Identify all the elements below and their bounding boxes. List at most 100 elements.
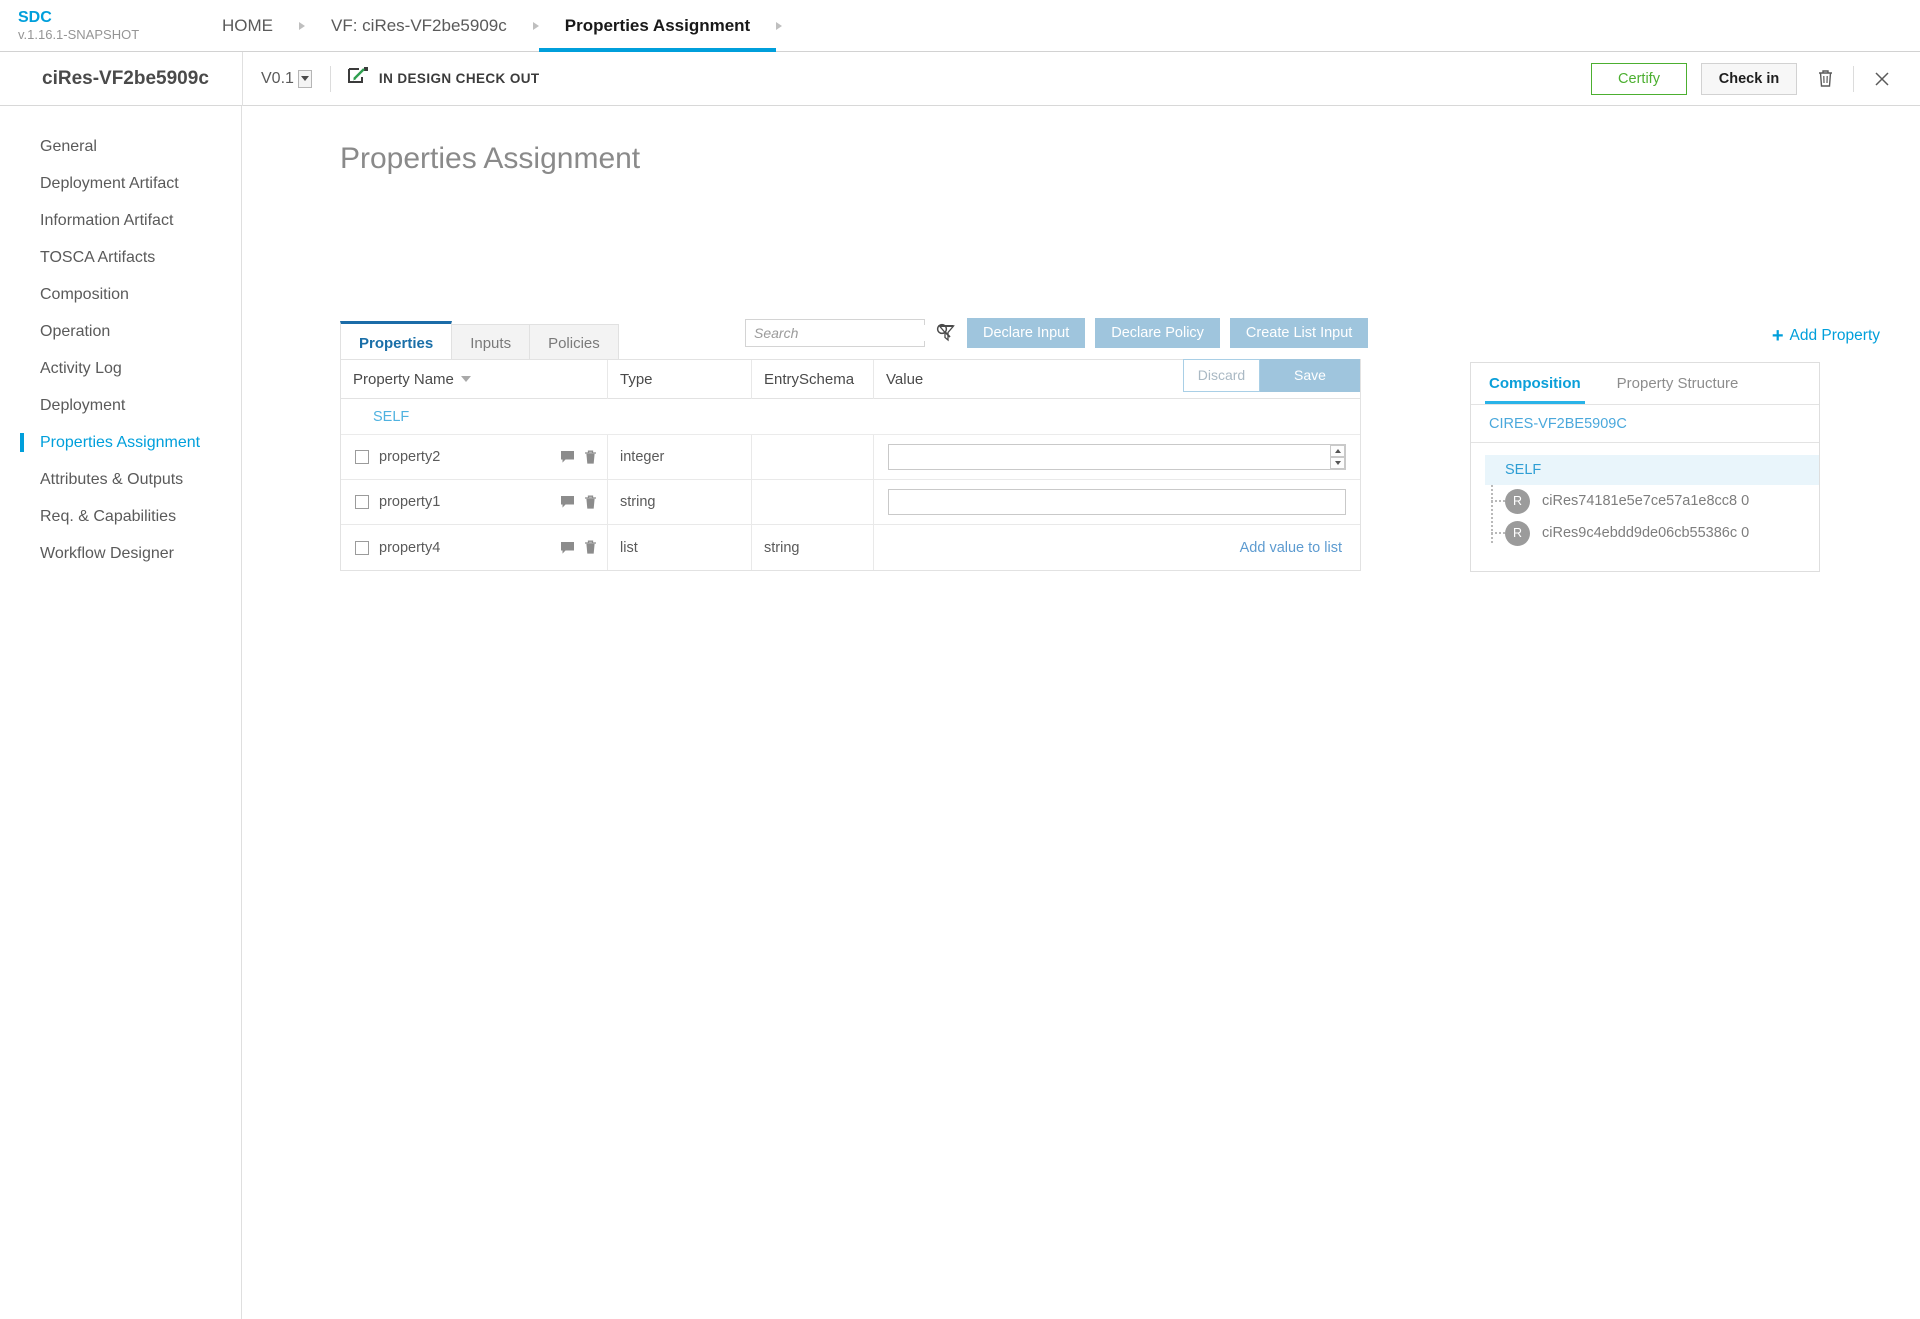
- divider: [242, 51, 243, 106]
- plus-icon: +: [1771, 325, 1784, 347]
- tree-branch-icon: [1491, 532, 1505, 534]
- divider: [329, 65, 331, 92]
- property-name-label: property4: [379, 539, 441, 556]
- property-value-number-input[interactable]: [888, 444, 1346, 470]
- property-entryschema-cell: [752, 480, 874, 524]
- sidebar-item-req-capabilities[interactable]: Req. & Capabilities: [40, 507, 177, 525]
- row-checkbox[interactable]: [355, 540, 369, 555]
- composition-path-link[interactable]: CIRES-VF2BE5909C: [1471, 405, 1819, 443]
- table-row[interactable]: property2 integer: [341, 435, 1360, 480]
- chevron-right-icon: [532, 21, 539, 30]
- sidebar-item-workflow-designer[interactable]: Workflow Designer: [40, 544, 174, 562]
- delete-row-icon[interactable]: [584, 540, 597, 555]
- spinner-down-icon[interactable]: [1330, 457, 1345, 469]
- sidebar-item-deployment-artifact[interactable]: Deployment Artifact: [40, 174, 179, 192]
- lifecycle-state-label: IN DESIGN CHECK OUT: [378, 71, 540, 86]
- check-in-button[interactable]: Check in: [1701, 62, 1797, 95]
- search-input[interactable]: [754, 325, 936, 341]
- avatar: R: [1505, 520, 1530, 546]
- property-entryschema-cell: [752, 435, 874, 479]
- sort-caret-icon[interactable]: [460, 376, 471, 382]
- comment-icon[interactable]: [560, 541, 575, 555]
- add-value-to-list-link[interactable]: Add value to list: [1239, 539, 1342, 556]
- asset-name: ciRes-VF2be5909c: [42, 67, 209, 89]
- table-action-buttons: Discard Save: [1183, 358, 1360, 392]
- sidebar-item-attributes-outputs[interactable]: Attributes & Outputs: [40, 470, 184, 488]
- tree-connector-line: [1491, 465, 1493, 543]
- top-navigation-bar: SDC v.1.16.1-SNAPSHOT HOME VF: ciRes-VF2…: [0, 0, 1920, 52]
- main-content: Properties Assignment Properties Inputs …: [242, 106, 1920, 1319]
- sidebar-item-general[interactable]: General: [40, 137, 97, 155]
- declare-policy-button[interactable]: Declare Policy: [1095, 318, 1220, 348]
- version-label: V0.1: [261, 69, 294, 87]
- search-box[interactable]: [745, 319, 951, 347]
- properties-toolbar: Declare Input Declare Policy Create List…: [745, 318, 1369, 348]
- filter-funnel-icon[interactable]: [935, 319, 957, 347]
- property-entryschema-cell: string: [752, 525, 874, 570]
- sidebar-item-deployment[interactable]: Deployment: [40, 396, 126, 414]
- delete-row-icon[interactable]: [584, 495, 597, 510]
- sidebar-item-activity-log[interactable]: Activity Log: [40, 359, 122, 377]
- checkout-pencil-icon: [347, 66, 369, 91]
- chevron-right-icon: [299, 21, 305, 30]
- column-header-property-name[interactable]: Property Name: [341, 359, 608, 399]
- brand-version: v.1.16.1-SNAPSHOT: [18, 26, 140, 42]
- number-input-wrapper: [888, 444, 1346, 470]
- sidebar-item-operation[interactable]: Operation: [40, 322, 111, 340]
- column-label: Property Name: [353, 370, 454, 388]
- create-list-input-button[interactable]: Create List Input: [1229, 318, 1369, 348]
- sidebar-navigation: General Deployment Artifact Information …: [0, 106, 242, 1319]
- version-selector[interactable]: V0.1: [243, 69, 330, 88]
- tab-policies[interactable]: Policies: [530, 324, 619, 362]
- row-checkbox[interactable]: [355, 450, 369, 464]
- table-group-header-self[interactable]: SELF: [341, 399, 1360, 435]
- property-name-label: property1: [379, 494, 441, 510]
- breadcrumb-item-vf[interactable]: VF: ciRes-VF2be5909c: [331, 15, 507, 35]
- sidebar-item-tosca-artifacts[interactable]: TOSCA Artifacts: [40, 248, 156, 266]
- trash-icon[interactable]: [1811, 65, 1839, 93]
- sidebar-item-composition[interactable]: Composition: [40, 285, 129, 303]
- add-property-button[interactable]: + Add Property: [1771, 325, 1880, 347]
- spinner-up-icon[interactable]: [1330, 445, 1345, 457]
- breadcrumb-item-properties-assignment[interactable]: Properties Assignment: [538, 0, 777, 52]
- row-actions: [560, 450, 607, 465]
- tree-branch-icon: [1491, 500, 1505, 502]
- tree-node-label: ciRes74181e5e7ce57a1e8cc8 0: [1542, 493, 1750, 509]
- brand-name: SDC: [18, 8, 52, 26]
- tree-node-resource[interactable]: R ciRes74181e5e7ce57a1e8cc8 0: [1471, 485, 1819, 517]
- property-value-cell: [874, 480, 1360, 524]
- tab-composition[interactable]: Composition: [1471, 363, 1599, 404]
- certify-button[interactable]: Certify: [1591, 62, 1687, 95]
- tab-properties[interactable]: Properties: [340, 321, 453, 362]
- page-title: Properties Assignment: [340, 142, 641, 175]
- table-row[interactable]: property4 list string: [341, 525, 1360, 570]
- discard-button[interactable]: Discard: [1183, 358, 1260, 392]
- property-value-cell: Add value to list: [874, 525, 1360, 570]
- table-row[interactable]: property1 string: [341, 480, 1360, 525]
- sidebar-item-properties-assignment[interactable]: Properties Assignment: [0, 424, 241, 461]
- number-spinner[interactable]: [1330, 445, 1345, 469]
- divider: [1853, 65, 1854, 92]
- column-header-type: Type: [608, 359, 752, 399]
- close-icon[interactable]: [1868, 65, 1896, 93]
- save-button[interactable]: Save: [1260, 358, 1360, 392]
- tab-property-structure[interactable]: Property Structure: [1616, 375, 1739, 392]
- chevron-down-icon[interactable]: [297, 69, 312, 88]
- property-name-cell: property1: [341, 480, 608, 524]
- brand-block[interactable]: SDC v.1.16.1-SNAPSHOT: [0, 9, 196, 43]
- delete-row-icon[interactable]: [584, 450, 597, 465]
- comment-icon[interactable]: [560, 495, 575, 509]
- comment-icon[interactable]: [560, 450, 575, 464]
- declare-input-button[interactable]: Declare Input: [967, 318, 1086, 348]
- property-value-cell: [874, 435, 1360, 479]
- property-value-text-input[interactable]: [888, 489, 1346, 515]
- tree-node-self[interactable]: SELF: [1485, 455, 1819, 485]
- tab-inputs[interactable]: Inputs: [452, 324, 531, 362]
- side-panel-tabs: Composition Property Structure: [1471, 363, 1819, 405]
- breadcrumb-item-home[interactable]: HOME: [222, 15, 273, 35]
- tree-node-resource[interactable]: R ciRes9c4ebdd9de06cb55386c 0: [1471, 517, 1819, 549]
- side-detail-panel: Composition Property Structure CIRES-VF2…: [1470, 362, 1820, 572]
- sidebar-item-information-artifact[interactable]: Information Artifact: [40, 211, 174, 229]
- property-type-cell: list: [608, 525, 752, 570]
- row-checkbox[interactable]: [355, 495, 369, 509]
